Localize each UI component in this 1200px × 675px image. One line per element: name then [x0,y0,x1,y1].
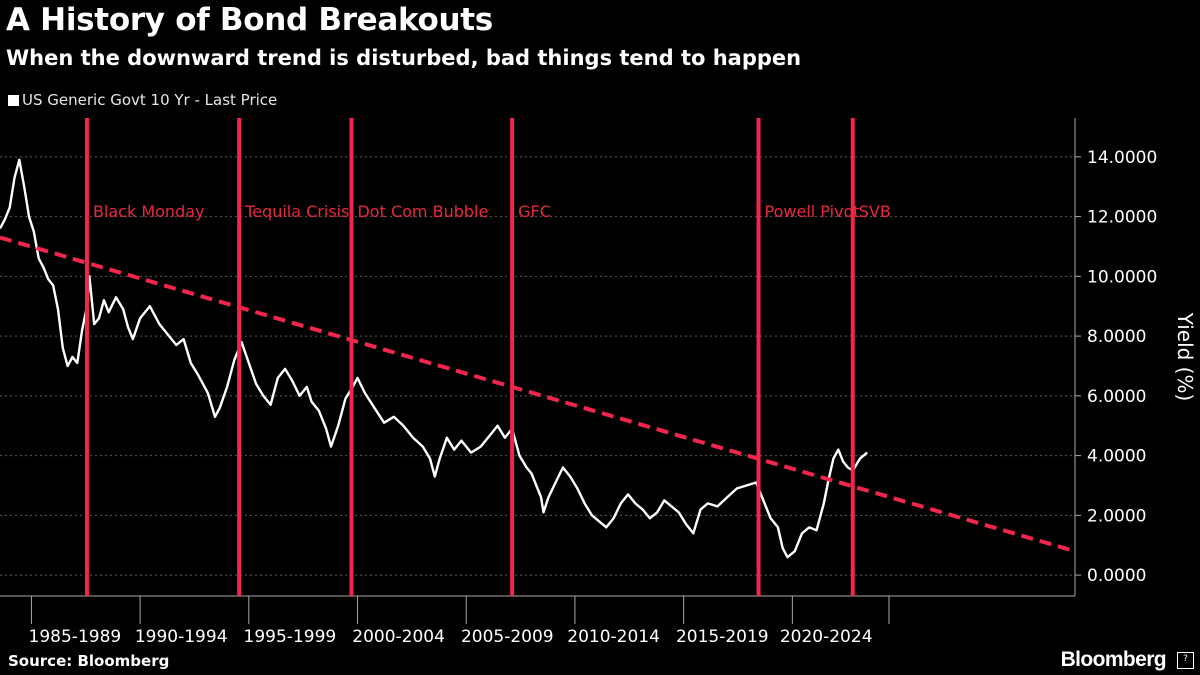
chart-title: A History of Bond Breakouts [6,2,493,38]
y-tick-label: 12.0000 [1087,208,1157,228]
event-label: SVB [859,202,891,221]
event-label: Powell Pivot [765,202,860,221]
x-tick-label: 2020-2024 [780,627,873,647]
y-tick-label: 4.0000 [1087,447,1146,467]
y-tick-label: 8.0000 [1087,327,1146,347]
bloomberg-logo: Bloomberg [1060,648,1167,671]
x-tick-label: 2010-2014 [567,627,660,647]
y-tick-label: 14.0000 [1087,148,1157,168]
y-tick-label: 0.0000 [1087,566,1146,586]
legend: US Generic Govt 10 Yr - Last Price [8,91,277,109]
brand-mark-icon: ? [1177,652,1194,669]
x-tick-label: 2005-2009 [461,627,554,647]
legend-label: US Generic Govt 10 Yr - Last Price [22,91,278,109]
y-tick-label: 6.0000 [1087,387,1146,407]
y-tick-label: 2.0000 [1087,506,1146,526]
x-tick-label: 1995-1999 [244,627,337,647]
series-line-us-10yr [0,158,868,559]
event-label: Black Monday [93,202,205,221]
y-axis-label: Yield (%) [1173,312,1197,402]
x-tick-label: 2000-2004 [352,627,445,647]
x-tick-label: 2015-2019 [676,627,769,647]
trend-line [0,235,1076,554]
event-label: Dot Com Bubble [357,202,488,221]
y-tick-label: 10.0000 [1087,267,1157,287]
source-note: Source: Bloomberg [8,652,170,670]
event-label: Tequila Crisis [244,202,349,221]
event-label: GFC [518,202,551,221]
x-tick-label: 1985-1989 [29,627,122,647]
legend-swatch [8,94,19,106]
chart-subtitle: When the downward trend is disturbed, ba… [6,46,802,70]
x-tick-label: 1990-1994 [135,627,228,647]
